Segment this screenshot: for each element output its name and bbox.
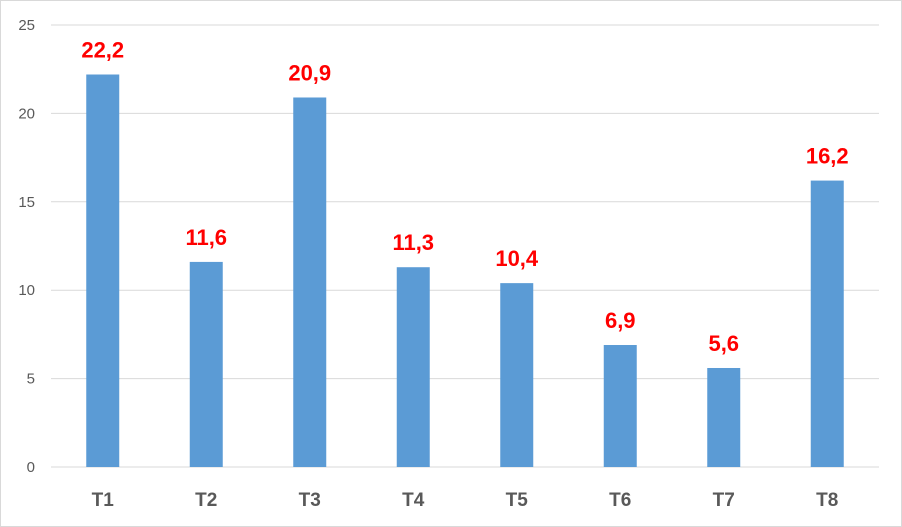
bar-t2 xyxy=(189,261,223,467)
data-label: 5,6 xyxy=(708,331,739,356)
bar-t3 xyxy=(293,97,327,467)
bar-t5 xyxy=(500,283,534,467)
y-tick-label: 5 xyxy=(27,371,35,388)
bar-t4 xyxy=(396,267,430,467)
data-label: 11,3 xyxy=(392,230,434,255)
x-tick-label: T4 xyxy=(402,490,425,511)
x-tick-label: T3 xyxy=(299,490,321,511)
x-tick-label: T6 xyxy=(609,490,631,511)
y-tick-label: 25 xyxy=(18,17,35,34)
bar-t7 xyxy=(707,367,741,467)
y-tick-label: 15 xyxy=(18,194,35,211)
y-tick-label: 0 xyxy=(27,459,35,476)
data-labels: 22,2 11,6 20,9 11,3 10,4 6,9 5,6 16,2 xyxy=(81,38,848,356)
bar-t6 xyxy=(603,345,637,467)
x-tick-label: T2 xyxy=(195,490,217,511)
gridlines xyxy=(51,24,879,468)
data-label: 11,6 xyxy=(185,225,227,250)
y-tick-label: 10 xyxy=(18,282,35,299)
x-tick-label: T8 xyxy=(816,490,838,511)
bar-t1 xyxy=(86,74,120,467)
x-tick-label: T7 xyxy=(713,490,735,511)
x-tick-label: T1 xyxy=(92,490,115,511)
x-axis-ticks: T1 T2 T3 T4 T5 T6 T7 T8 xyxy=(92,490,839,511)
y-tick-label: 20 xyxy=(18,105,35,122)
data-label: 22,2 xyxy=(81,38,124,63)
bars xyxy=(86,74,844,468)
bar-t8 xyxy=(810,180,844,468)
y-axis-ticks: 0 5 10 15 20 25 xyxy=(18,17,35,476)
data-label: 10,4 xyxy=(495,246,539,271)
data-label: 20,9 xyxy=(288,60,331,85)
data-label: 16,2 xyxy=(806,144,849,169)
x-tick-label: T5 xyxy=(506,490,529,511)
data-label: 6,9 xyxy=(605,308,636,333)
